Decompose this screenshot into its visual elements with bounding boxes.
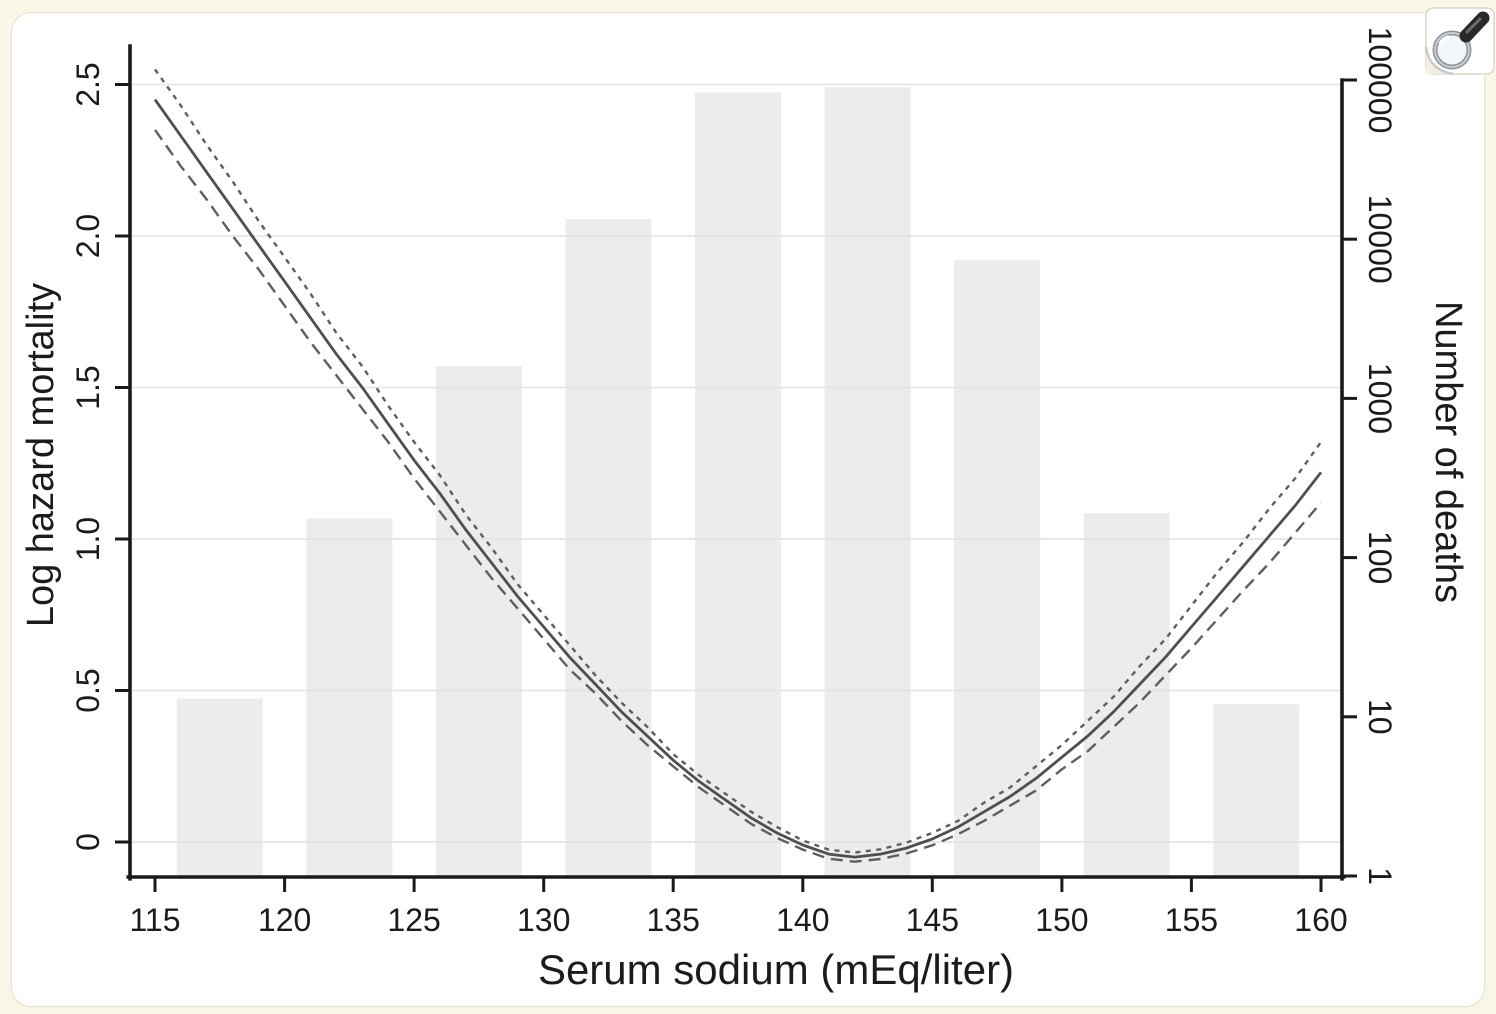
x-tick-label: 130 bbox=[517, 902, 570, 938]
magnifier-icon[interactable] bbox=[1424, 7, 1495, 77]
histogram-bar bbox=[1083, 513, 1170, 876]
x-tick-label: 140 bbox=[776, 902, 829, 938]
histogram-bar bbox=[176, 698, 263, 876]
ci-upper-curve bbox=[154, 68, 1322, 854]
axes bbox=[126, 44, 1346, 881]
histogram-bar bbox=[824, 87, 911, 876]
histogram-bar bbox=[435, 366, 522, 876]
hazard-curve bbox=[153, 98, 1323, 859]
x-tick-label: 160 bbox=[1294, 902, 1347, 938]
right-axis-title: Number of deaths bbox=[1427, 300, 1469, 604]
x-tick-label: 115 bbox=[129, 902, 180, 938]
x-tick-label: 120 bbox=[258, 902, 311, 938]
x-tick-label: 155 bbox=[1165, 902, 1218, 938]
right-tick-label: 10000 bbox=[1362, 195, 1398, 284]
x-tick-label: 135 bbox=[647, 902, 700, 938]
histogram-bar bbox=[1213, 704, 1300, 876]
left-axis-title: Log hazard mortality bbox=[20, 282, 62, 628]
curves bbox=[153, 68, 1323, 863]
ci-lower-curve bbox=[154, 129, 1322, 863]
x-tick-label: 145 bbox=[906, 902, 959, 938]
left-tick-label: 0.5 bbox=[70, 668, 106, 712]
right-tick-label: 100 bbox=[1362, 531, 1398, 584]
left-tick-label: 2.0 bbox=[70, 214, 106, 258]
histogram-bar bbox=[954, 260, 1041, 876]
histogram-bars bbox=[176, 87, 1300, 876]
left-tick-label: 1.5 bbox=[70, 365, 106, 409]
tick-labels: 115 120 125 130 135 140 145 150 155 160 0 0.5 1.0 1.5… bbox=[70, 27, 1398, 938]
tick-marks bbox=[115, 78, 1357, 892]
right-tick-label: 1000 bbox=[1362, 363, 1398, 434]
right-tick-label: 1 bbox=[1362, 867, 1398, 885]
left-tick-label: 2.5 bbox=[70, 62, 106, 106]
left-tick-label: 1.0 bbox=[70, 517, 106, 561]
x-axis-title: Serum sodium (mEq/liter) bbox=[537, 946, 1015, 993]
left-tick-label: 0 bbox=[70, 833, 106, 851]
histogram-bar bbox=[306, 518, 393, 876]
x-tick-label: 125 bbox=[387, 902, 440, 938]
histogram-bar bbox=[565, 219, 652, 876]
x-tick-label: 150 bbox=[1035, 902, 1088, 938]
gridlines bbox=[131, 83, 1341, 843]
page-curl bbox=[1426, 47, 1453, 74]
right-tick-label: 10 bbox=[1362, 699, 1398, 735]
right-tick-label: 100000 bbox=[1362, 27, 1398, 134]
lens-handle bbox=[1459, 11, 1490, 43]
histogram-bar bbox=[695, 92, 781, 876]
